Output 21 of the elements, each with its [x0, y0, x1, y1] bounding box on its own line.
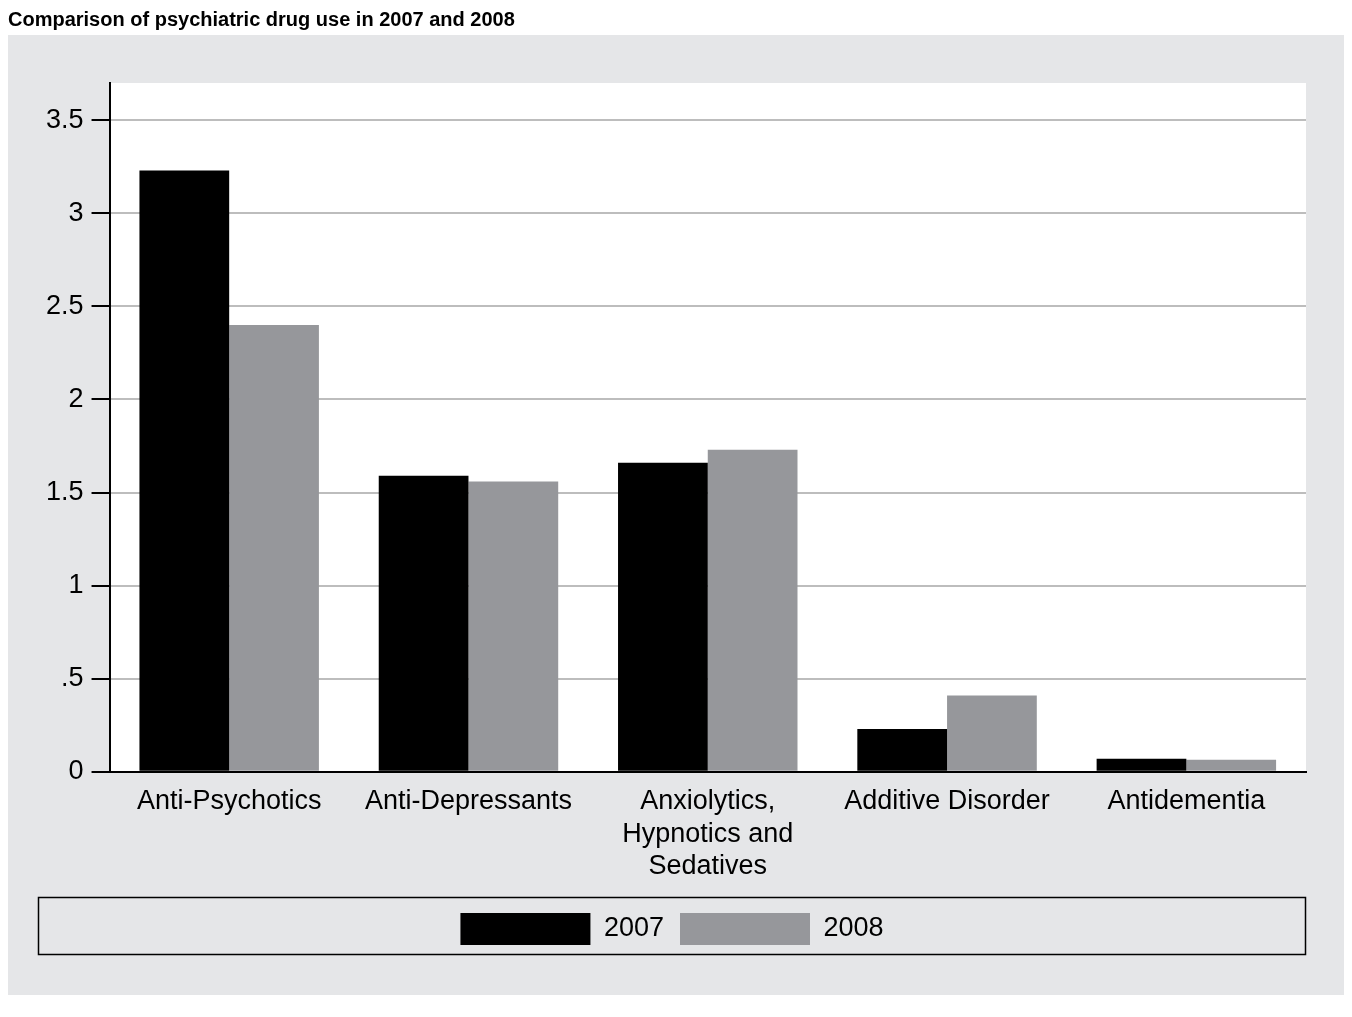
x-tick-label: Anti-Psychotics	[136, 785, 322, 816]
x-tick-label: Antidementia	[1107, 785, 1267, 816]
legend-label: 2008	[823, 912, 884, 943]
bar	[707, 449, 798, 771]
legend-label: 2007	[603, 912, 665, 943]
y-tick-label: 2.5	[45, 289, 84, 320]
y-tick-label: 3.5	[45, 103, 84, 134]
x-tick-label: Anxiolytics, Hypnotics and Sedatives	[622, 785, 794, 881]
y-tick-label: 1.5	[45, 476, 84, 507]
bar	[229, 325, 319, 771]
y-tick-label: 0	[68, 755, 84, 786]
y-tick-label: 1	[68, 569, 84, 600]
x-tick-label: Additive Disorder	[844, 785, 1050, 816]
x-tick-label: Anti-Depressants	[364, 785, 573, 816]
bar	[1186, 759, 1277, 771]
y-tick-label: 3	[68, 196, 84, 227]
y-tick-label: .5	[61, 662, 84, 693]
chart-title: Comparison of psychiatric drug use in 2007 and 2008	[8, 8, 516, 31]
y-tick-label: 2	[68, 382, 84, 413]
bar	[947, 695, 1037, 771]
bar	[468, 481, 559, 771]
